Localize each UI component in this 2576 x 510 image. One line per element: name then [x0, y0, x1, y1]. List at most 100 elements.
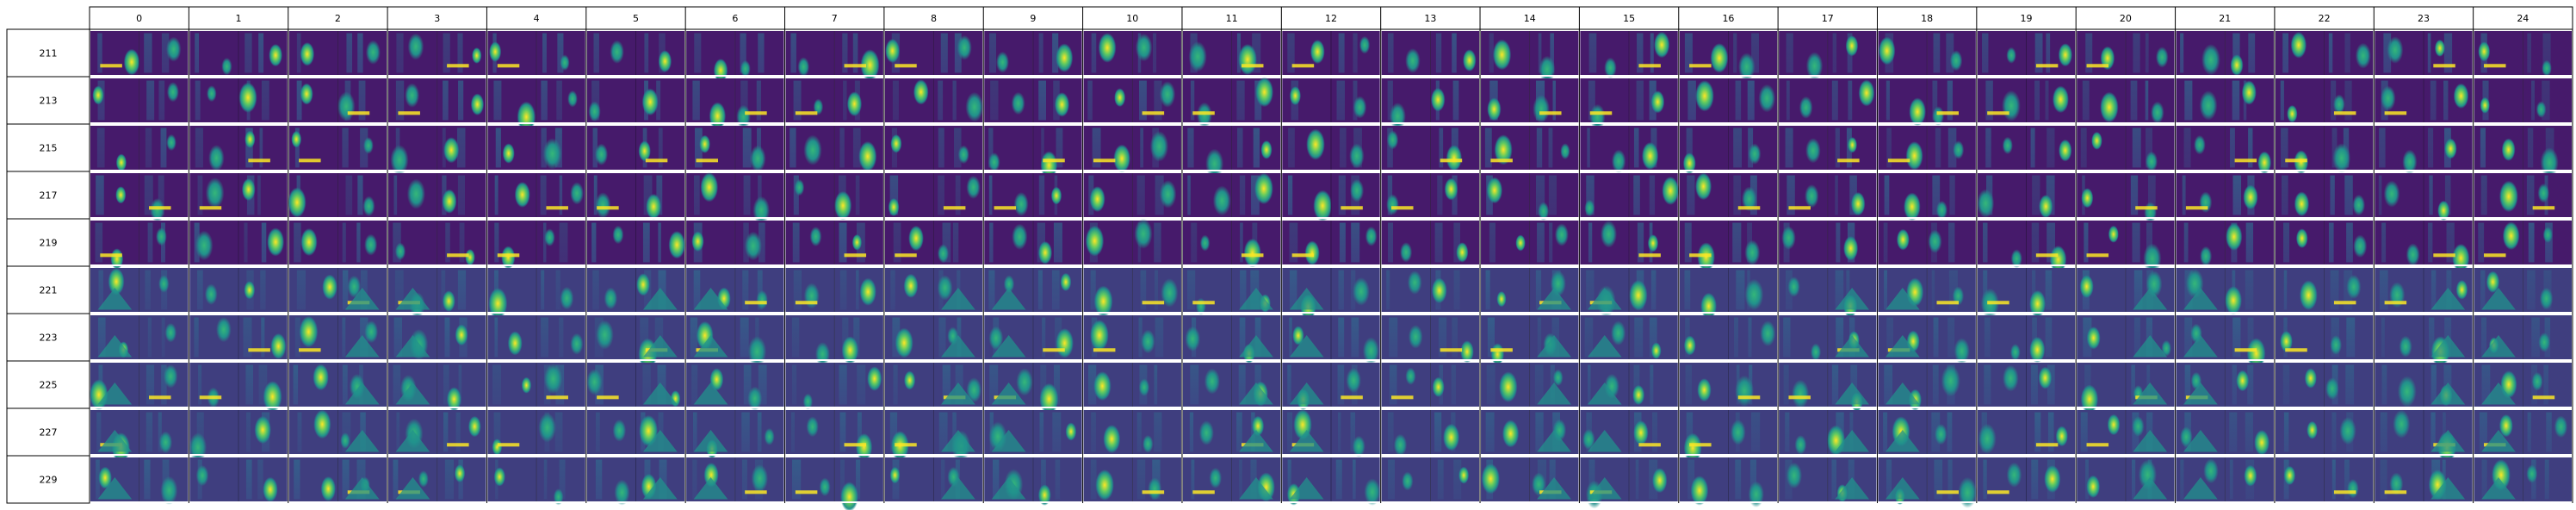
cell-221-11	[1182, 268, 1281, 315]
cell-221-3	[388, 268, 486, 319]
column-label-9: 9	[1030, 13, 1036, 24]
cell-217-10	[1083, 173, 1181, 217]
cell-229-10	[1083, 457, 1181, 501]
cell-229-7	[785, 457, 883, 510]
cell-219-7	[785, 221, 883, 264]
cell-217-14	[1481, 173, 1579, 221]
cell-221-17	[1779, 268, 1877, 318]
cell-217-13	[1381, 173, 1480, 217]
cell-223-3	[388, 315, 486, 360]
cell-215-16	[1679, 126, 1778, 174]
cell-213-0	[90, 78, 189, 122]
row-label-215: 215	[40, 143, 58, 154]
cell-229-12	[1282, 457, 1381, 506]
cell-217-18	[1878, 173, 1976, 221]
cell-227-5	[586, 410, 685, 454]
cell-215-15	[1580, 126, 1678, 173]
cell-221-0	[90, 268, 189, 312]
cell-215-17	[1779, 126, 1877, 170]
cell-215-23	[2375, 126, 2473, 175]
cell-227-9	[984, 410, 1082, 454]
cell-213-24	[2474, 78, 2572, 122]
cell-213-17	[1779, 78, 1877, 122]
cell-215-12	[1282, 126, 1380, 170]
cell-229-21	[2176, 457, 2274, 501]
column-label-13: 13	[1424, 13, 1436, 24]
cell-211-19	[1977, 31, 2076, 75]
cell-221-2	[288, 268, 387, 312]
cell-227-15	[1580, 410, 1678, 454]
cell-215-20	[2077, 126, 2175, 172]
cell-217-6	[686, 172, 784, 225]
cell-215-1	[189, 126, 288, 171]
cell-211-17	[1779, 31, 1877, 80]
cell-225-20	[2077, 363, 2175, 414]
cell-227-12	[1282, 409, 1380, 457]
column-label-0: 0	[136, 13, 142, 24]
row-label-227: 227	[40, 427, 58, 438]
cell-229-9	[984, 457, 1082, 506]
cell-215-14	[1481, 126, 1579, 170]
cell-227-18	[1878, 410, 1976, 454]
cell-213-22	[2275, 78, 2374, 123]
cell-223-18	[1878, 315, 1976, 364]
cell-211-10	[1083, 31, 1181, 75]
cell-221-12	[1282, 268, 1380, 320]
column-label-6: 6	[732, 13, 738, 24]
row-label-229: 229	[40, 475, 58, 486]
cell-229-5	[586, 457, 685, 506]
cell-219-15	[1580, 220, 1678, 264]
cell-225-24	[2474, 363, 2572, 407]
cell-223-7	[785, 315, 883, 367]
cell-227-7	[785, 410, 883, 461]
cell-227-22	[2275, 410, 2374, 454]
cell-213-8	[884, 78, 984, 122]
cell-219-0	[90, 221, 189, 270]
cell-219-19	[1977, 221, 2076, 274]
cell-213-4	[487, 78, 585, 133]
cell-213-5	[586, 78, 685, 122]
cell-229-19	[1977, 457, 2076, 501]
cell-211-1	[189, 31, 288, 76]
cells-layer	[89, 7, 2573, 510]
cell-213-9	[984, 78, 1082, 122]
cell-213-13	[1381, 78, 1480, 130]
cell-225-18	[1878, 363, 1976, 411]
cell-225-23	[2375, 363, 2473, 407]
cell-221-10	[1083, 268, 1181, 317]
cell-215-0	[90, 126, 189, 171]
cell-217-2	[288, 173, 387, 218]
cell-213-2	[288, 78, 387, 122]
cell-227-16	[1679, 410, 1778, 463]
cell-225-17	[1779, 363, 1877, 413]
cell-213-21	[2176, 78, 2274, 122]
cell-211-13	[1381, 31, 1480, 75]
cell-221-5	[586, 268, 685, 312]
cell-225-16	[1679, 363, 1778, 407]
cell-211-2	[288, 31, 387, 75]
column-label-22: 22	[2319, 13, 2331, 24]
cell-221-4	[487, 268, 585, 320]
cell-225-12	[1282, 363, 1380, 411]
cell-217-15	[1580, 173, 1680, 217]
cell-225-9	[984, 363, 1082, 415]
row-label-223: 223	[40, 333, 58, 344]
cell-215-7	[785, 126, 883, 172]
cell-221-6	[686, 268, 784, 312]
cell-219-4	[487, 221, 585, 270]
column-label-3: 3	[434, 13, 440, 24]
cell-223-17	[1779, 315, 1877, 361]
cell-211-20	[2077, 31, 2175, 75]
cell-217-17	[1779, 173, 1877, 217]
cell-219-6	[686, 221, 784, 264]
cell-219-24	[2474, 221, 2572, 264]
cell-221-14	[1481, 268, 1579, 312]
cell-219-22	[2275, 221, 2374, 264]
cell-225-14	[1481, 363, 1579, 407]
cell-213-7	[785, 78, 883, 122]
cell-217-19	[1977, 173, 2076, 219]
cell-221-8	[884, 268, 983, 312]
cell-223-13	[1381, 315, 1480, 364]
column-label-20: 20	[2120, 13, 2132, 24]
cell-229-2	[288, 457, 387, 501]
